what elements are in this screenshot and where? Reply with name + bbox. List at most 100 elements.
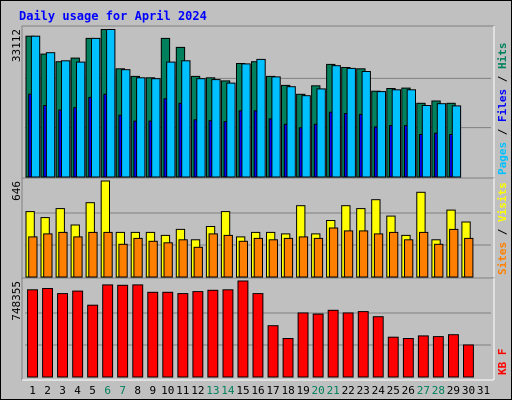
bar-sites-day-14 [223,234,233,278]
x-tick-label-day-16: 16 [251,384,264,397]
x-tick-label-day-21: 21 [327,384,340,397]
x-tick-label-day-22: 22 [342,384,355,397]
bar-sites-day-15 [238,240,248,278]
bar-kb-f-day-18 [282,338,294,378]
bar-kb-f-day-24 [372,316,384,378]
bar-pages-day-10 [166,61,176,178]
bar-sites-day-19 [298,236,309,278]
bar-pages-day-22 [346,67,356,178]
bar-sites-day-16 [253,237,263,278]
bar-pages-day-19 [301,95,311,178]
bar-pages-day-24 [376,91,387,178]
chart-title: Daily usage for April 2024 [19,9,207,23]
x-tick-label-day-19: 19 [296,384,309,397]
x-tick-label-day-12: 12 [191,384,204,397]
bar-sites-day-20 [313,237,324,278]
bar-sites-day-11 [178,239,188,278]
bar-pages-day-29 [451,105,462,178]
legend-hits: Hits [496,43,509,70]
bar-pages-day-21 [331,65,341,178]
x-tick-label-day-1: 1 [29,384,36,397]
x-tick-label-day-6: 6 [104,384,111,397]
bar-sites-day-13 [208,233,218,278]
bar-pages-day-15 [241,63,251,178]
legend--: / [496,69,509,89]
bar-kb-f-day-11 [177,293,189,378]
bar-sites-day-9 [148,240,158,278]
x-tick-label-day-9: 9 [149,384,156,397]
bar-sites-day-8 [133,237,143,278]
bar-sites-day-29 [449,228,459,278]
bar-kb-f-day-30 [463,344,474,378]
bar-pages-day-8 [136,77,146,178]
x-tick-label-day-31: 31 [477,384,490,397]
bar-sites-day-3 [58,231,68,278]
bar-kb-f-day-22 [342,312,354,378]
y-max-label: 748355 [10,281,23,321]
x-tick-label-day-11: 11 [176,384,189,397]
x-tick-label-day-10: 10 [161,384,174,397]
bar-kb-f-day-2 [42,288,53,378]
x-tick-label-day-26: 26 [402,384,415,397]
bar-kb-f-day-19 [297,312,309,378]
bar-sites-day-22 [343,230,354,278]
bar-pages-day-11 [181,60,191,178]
bar-kb-f-day-20 [312,313,324,378]
x-tick-label-day-20: 20 [311,384,324,397]
bar-pages-day-12 [196,78,206,178]
bar-sites-day-1 [28,236,38,278]
y-max-label: 33112 [10,29,23,62]
bar-pages-day-1 [30,35,41,178]
x-tick-label-day-4: 4 [74,384,81,397]
bar-kb-f-day-28 [432,336,444,378]
x-tick-label-day-23: 23 [357,384,370,397]
bar-sites-day-4 [73,236,83,278]
bar-pages-day-3 [61,60,71,178]
bar-sites-day-30 [464,237,474,278]
bar-kb-f-day-6 [102,284,114,378]
bar-kb-f-day-3 [57,293,68,378]
bar-sites-day-5 [88,231,98,278]
bar-pages-day-5 [91,37,101,178]
panel-visits-sites: 646 Sites / Visits [10,177,509,281]
bar-pages-day-26 [406,89,417,178]
legend-visits: Visits [496,182,509,222]
legend-sites: Sites [496,242,509,275]
bar-kb-f-day-27 [417,335,429,378]
x-tick-label-day-7: 7 [119,384,126,397]
x-tick-label-day-28: 28 [432,384,445,397]
x-tick-label-day-15: 15 [236,384,249,397]
bar-kb-f-day-26 [402,338,414,378]
bar-pages-day-9 [151,78,161,178]
legend-kb-f: KB F [496,349,509,376]
bar-sites-day-28 [434,243,444,278]
bar-kb-f-day-7 [117,284,129,378]
bar-sites-day-6 [103,231,113,278]
bar-kb-f-day-9 [147,291,159,378]
x-tick-label-day-25: 25 [387,384,400,397]
bar-pages-day-4 [76,61,86,178]
legend--: / [496,222,509,242]
bar-sites-day-26 [404,239,414,278]
bar-sites-day-18 [283,237,294,278]
x-tick-label-day-30: 30 [462,384,475,397]
x-tick-label-day-17: 17 [266,384,279,397]
bar-kb-f-day-8 [132,284,144,378]
bar-kb-f-day-10 [162,291,174,378]
bar-sites-day-12 [193,246,203,278]
bar-sites-day-17 [268,239,279,278]
bar-pages-day-7 [121,69,131,178]
x-tick-label-day-3: 3 [59,384,66,397]
bar-kb-f-day-13 [207,289,219,378]
bar-pages-day-14 [226,82,236,178]
bar-sites-day-25 [389,231,399,278]
bar-kb-f-day-21 [327,309,339,378]
bar-pages-day-13 [211,79,221,178]
bar-kb-f-day-25 [387,336,399,378]
bar-kb-f-day-15 [237,280,249,378]
x-tick-label-day-14: 14 [221,384,235,397]
x-tick-label-day-18: 18 [281,384,294,397]
panel-kbf: 748355 KB F [10,277,509,381]
bar-pages-day-18 [286,86,296,178]
